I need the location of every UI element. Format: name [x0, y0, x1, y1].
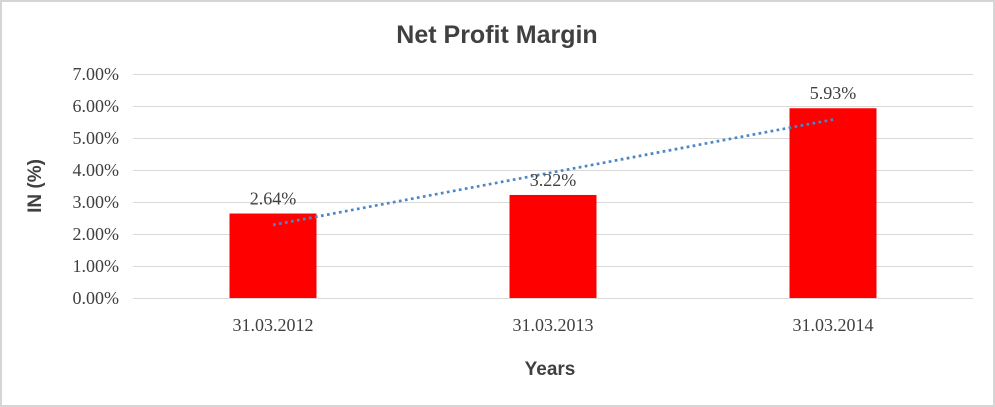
bar-data-label: 3.22% [530, 170, 577, 190]
y-tick-label: 7.00% [73, 64, 120, 84]
x-axis-title: Years [525, 359, 576, 380]
y-tick-label: 1.00% [73, 256, 120, 276]
y-tick-label: 2.00% [73, 224, 120, 244]
y-tick-label: 5.00% [73, 128, 120, 148]
bar-data-label: 5.93% [810, 83, 857, 103]
bar-data-label: 2.64% [250, 189, 297, 209]
y-tick-label: 6.00% [73, 96, 120, 116]
y-axis-title: IN (%) [25, 159, 46, 213]
x-category-label: 31.03.2013 [513, 315, 594, 335]
x-category-label: 31.03.2012 [233, 315, 314, 335]
bars-layer [229, 108, 877, 299]
bar [789, 108, 877, 299]
labels-layer: 0.00% 1.00% 2.00% 3.00% 4.00% 5.00% 6.00% 7.00%… [73, 64, 874, 335]
y-tick-label: 4.00% [73, 160, 120, 180]
y-tick-label: 0.00% [73, 288, 120, 308]
bar [229, 213, 317, 298]
y-tick-label: 3.00% [73, 192, 120, 212]
x-category-label: 31.03.2014 [793, 315, 874, 335]
bar [509, 194, 597, 298]
chart-title: Net Profit Margin [396, 21, 597, 49]
